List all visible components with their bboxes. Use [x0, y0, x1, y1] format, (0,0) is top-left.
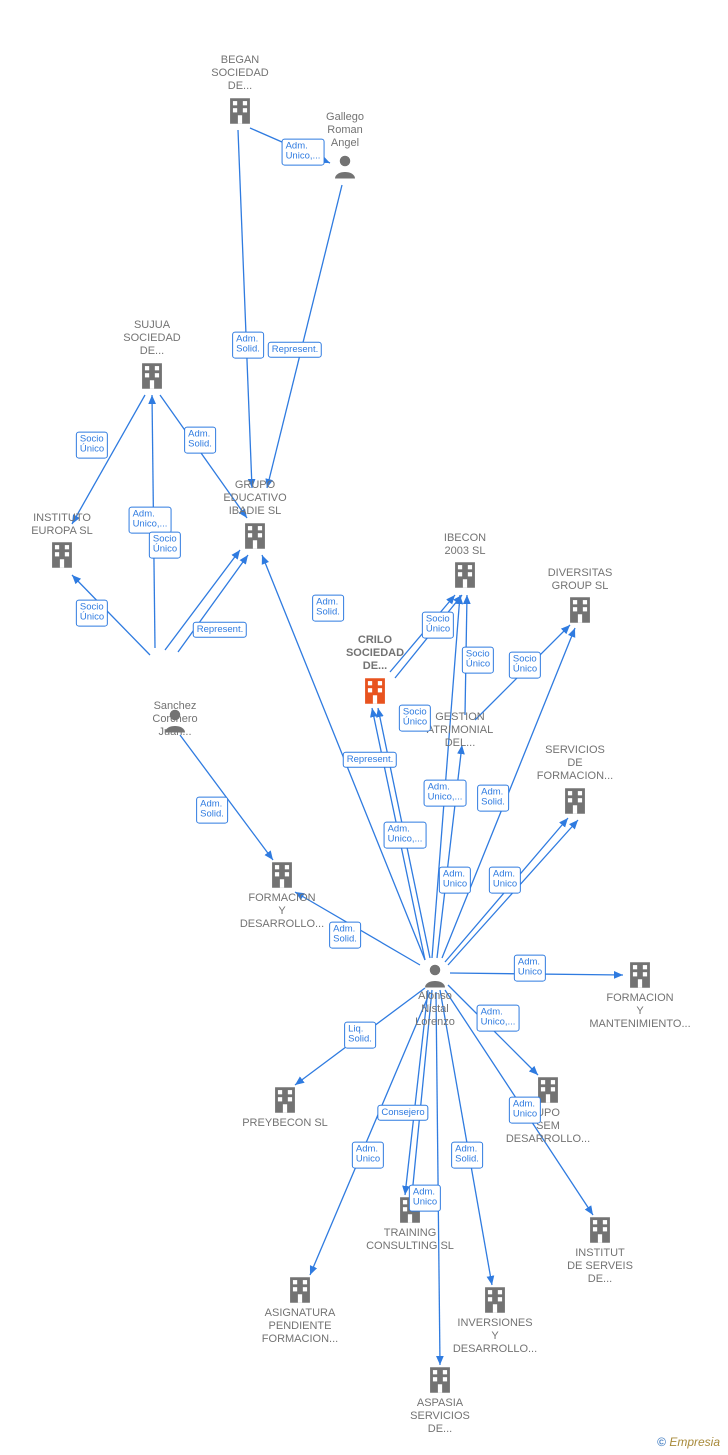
edge-label-sanchez-grupo: Represent. [193, 622, 247, 638]
edge-label-alonso-servicios: Adm. Unico [439, 867, 471, 894]
edge-label-sanchez-grupo: Socio Único [149, 532, 181, 559]
edge-label-alonso-crilo: Represent. [343, 752, 397, 768]
edge-label-anon-formacion: Adm. Solid. [196, 797, 228, 824]
edge-label-alonso-formacion: Adm. Solid. [329, 922, 361, 949]
edge-label-alonso-gestion: Adm. Unico,... [424, 780, 467, 807]
edge-label-began-gallego: Adm. Unico,... [282, 139, 325, 166]
copyright-symbol: © [657, 1435, 666, 1449]
edge-label-sujua-grupo: Adm. Solid. [184, 427, 216, 454]
edge-began-grupo [238, 130, 252, 488]
edge-label-alonso-servicios: Adm. Unico [489, 867, 521, 894]
edge-label-alonso-ibecon: Adm. Unico,... [384, 822, 427, 849]
edge-alonso-inversiones [440, 990, 492, 1285]
edge-alonso-aspasia [436, 992, 440, 1365]
edge-label-sujua-instituto: Socio Único [76, 432, 108, 459]
edge-label-sanchez-instituto: Socio Único [76, 600, 108, 627]
edge-label-alonso-asignatura: Adm. Unico [409, 1185, 441, 1212]
edge-label-sanchez-sujua: Adm. Unico,... [129, 507, 172, 534]
edge-label-alonso-training: Adm. Unico [352, 1142, 384, 1169]
edge-sujua-grupo [160, 395, 247, 518]
edge-label-alonso-preybecon: Liq. Solid. [344, 1022, 376, 1049]
edge-label-alonso-crilo: Socio Único [399, 705, 431, 732]
edge-label-gestion-ibecon: Socio Único [462, 647, 494, 674]
edge-label-alonso-grupoisem: Adm. Unico,... [477, 1005, 520, 1032]
edge-label-gestion-diversitas: Socio Único [509, 652, 541, 679]
edge-alonso-ibecon [432, 595, 460, 958]
diagram-canvas [0, 0, 728, 1455]
edge-alonso-training [405, 990, 428, 1195]
edge-label-alonso-institut: Adm. Unico [509, 1097, 541, 1124]
edge-label-alonso-grupo: Adm. Solid. [312, 595, 344, 622]
footer: © Empresia [657, 1435, 720, 1449]
edge-label-alonso-training: Consejero [377, 1105, 428, 1121]
edge-label-gallego-grupo: Represent. [268, 342, 322, 358]
edge-gallego-grupo [267, 185, 342, 488]
edge-label-alonso-diversitas: Adm. Solid. [477, 785, 509, 812]
edge-label-alonso-inversiones: Adm. Solid. [451, 1142, 483, 1169]
edge-sujua-instituto [72, 395, 145, 524]
footer-brand: Empresia [669, 1435, 720, 1449]
edge-label-crilo-ibecon: Socio Único [422, 612, 454, 639]
edge-label-alonso-formmant: Adm. Unico [514, 955, 546, 982]
edge-label-began-grupo: Adm. Solid. [232, 332, 264, 359]
edge-alonso-training [412, 990, 432, 1195]
